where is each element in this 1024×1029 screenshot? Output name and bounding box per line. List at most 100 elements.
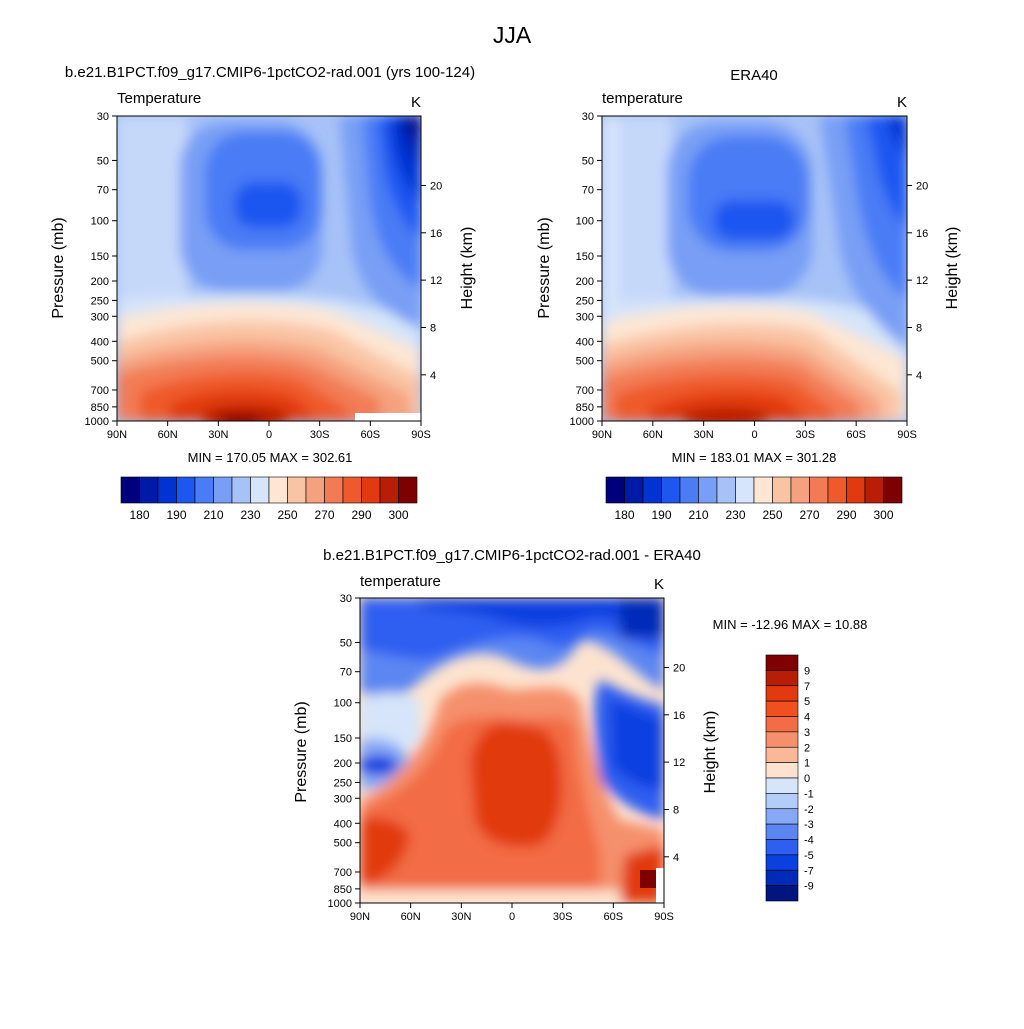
y2-tick-label: 12 [916, 275, 928, 287]
x-tick-label: 30S [796, 429, 816, 441]
colorbar-label: -9 [804, 881, 814, 893]
colorbar-label: 4 [804, 712, 810, 724]
y-tick-label: 1000 [85, 416, 109, 428]
y2-tick-label: 4 [430, 370, 436, 382]
y2-tick-label: 8 [916, 322, 922, 334]
y-tick-label: 700 [334, 867, 352, 879]
x-tick-label: 60S [604, 911, 624, 923]
minmax-text: MIN = 170.05 MAX = 302.61 [188, 450, 353, 465]
y-tick-label: 400 [576, 336, 594, 348]
y-tick-label: 50 [582, 155, 594, 167]
colorbar-label: 210 [203, 508, 223, 522]
figure-title: JJA [493, 22, 532, 48]
colorbar-box [765, 854, 799, 871]
y-tick-label: 300 [576, 311, 594, 323]
colorbar-box [765, 869, 799, 886]
colorbar-label: 0 [804, 773, 810, 785]
colorbar-label: -2 [804, 804, 814, 816]
colorbar-label: -1 [804, 788, 814, 800]
left-label: temperature [602, 90, 683, 107]
colorbar-box [765, 685, 799, 702]
colorbar-box [157, 476, 177, 504]
colorbar-box [883, 476, 903, 504]
colorbar-label: 3 [804, 727, 810, 739]
colorbar-label: -5 [804, 850, 814, 862]
x-tick-label: 0 [266, 429, 272, 441]
colorbar-box [605, 476, 625, 504]
y-tick-label: 200 [334, 758, 352, 770]
x-tick-label: 60N [401, 911, 421, 923]
colorbar-box [765, 762, 799, 779]
y-tick-label: 70 [97, 185, 109, 197]
y-tick-label: 150 [334, 733, 352, 745]
y-axis-title: Pressure (mb) [293, 701, 310, 802]
colorbar-label: 300 [388, 508, 408, 522]
y2-tick-label: 4 [916, 370, 922, 382]
colorbar-box [765, 823, 799, 840]
colorbar-box [698, 476, 718, 504]
colorbar-label: 9 [804, 665, 810, 677]
left-label: Temperature [117, 90, 201, 107]
y-tick-label: 300 [334, 793, 352, 805]
x-tick-label: 30S [553, 911, 573, 923]
y-tick-label: 70 [340, 667, 352, 679]
colorbar-label: 7 [804, 681, 810, 693]
x-tick-label: 30N [208, 429, 228, 441]
units-label: K [411, 94, 421, 111]
x-tick-label: 60N [158, 429, 178, 441]
y2-tick-label: 20 [673, 662, 685, 674]
y2-axis-title: Height (km) [459, 227, 476, 310]
temperature-difference-field [360, 598, 664, 903]
colorbar-box [661, 476, 681, 504]
colorbar-label: 290 [351, 508, 371, 522]
colorbar-label: 250 [762, 508, 782, 522]
minmax-text: MIN = 183.01 MAX = 301.28 [672, 450, 837, 465]
y-tick-label: 200 [91, 276, 109, 288]
units-label: K [654, 576, 664, 593]
colorbar-box [324, 476, 344, 504]
y-tick-label: 250 [576, 295, 594, 307]
colorbar-box [790, 476, 810, 504]
y-tick-label: 50 [97, 155, 109, 167]
x-tick-label: 90N [107, 429, 127, 441]
colorbar-label: 180 [614, 508, 634, 522]
units-label: K [897, 94, 907, 111]
colorbar-box [765, 808, 799, 825]
y2-tick-label: 20 [430, 180, 442, 192]
colorbar-box [398, 476, 418, 504]
colorbar-box [753, 476, 773, 504]
x-tick-label: 0 [751, 429, 757, 441]
y-tick-label: 300 [91, 311, 109, 323]
x-tick-label: 90N [592, 429, 612, 441]
colorbar-box [716, 476, 736, 504]
y-tick-label: 100 [576, 216, 594, 228]
colorbar-box [139, 476, 159, 504]
colorbar-box [809, 476, 829, 504]
colorbar-box [772, 476, 792, 504]
colorbar-box [765, 654, 799, 671]
x-tick-label: 60S [361, 429, 381, 441]
y-tick-label: 500 [576, 356, 594, 368]
y-tick-label: 70 [582, 185, 594, 197]
colorbar-box [624, 476, 644, 504]
x-tick-label: 30S [310, 429, 330, 441]
y-tick-label: 100 [334, 698, 352, 710]
colorbar-label: 190 [166, 508, 186, 522]
colorbar-label: 2 [804, 742, 810, 754]
y-tick-label: 150 [91, 251, 109, 263]
colorbar-label: 5 [804, 696, 810, 708]
y2-tick-label: 16 [916, 228, 928, 240]
x-tick-label: 30N [451, 911, 471, 923]
colorbar-box [213, 476, 233, 504]
y-tick-label: 400 [91, 336, 109, 348]
y-tick-label: 30 [97, 111, 109, 123]
y-tick-label: 500 [334, 838, 352, 850]
colorbar-label: -7 [804, 865, 814, 877]
colorbar-label: 270 [799, 508, 819, 522]
y2-tick-label: 16 [673, 710, 685, 722]
colorbar-label: 230 [725, 508, 745, 522]
colorbar-label: 190 [651, 508, 671, 522]
y-tick-label: 100 [91, 216, 109, 228]
colorbar-box [342, 476, 362, 504]
